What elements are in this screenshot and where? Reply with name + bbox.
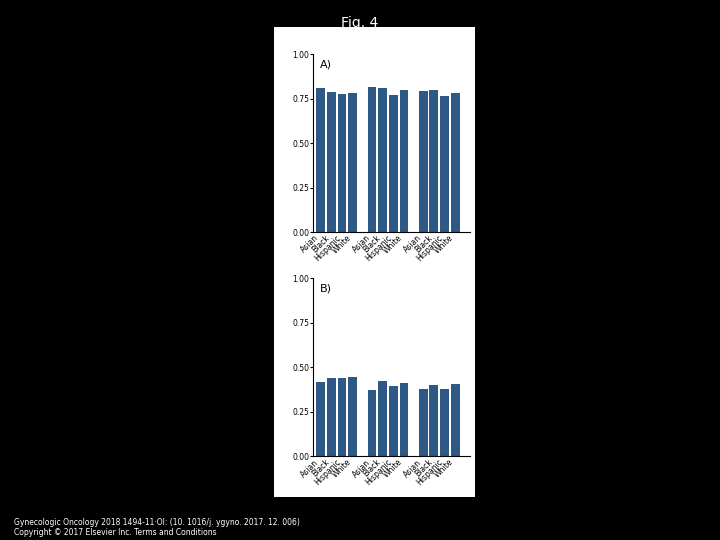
Bar [429,90,438,232]
Bar [327,378,336,456]
Bar [451,93,459,232]
Text: 2011-2014: 2011-2014 [417,286,462,295]
Text: 2004-2007: 2004-2007 [314,286,359,295]
Bar [389,386,397,456]
Bar [378,88,387,232]
Bar [367,390,377,456]
Text: Fig. 4: Fig. 4 [341,16,379,30]
Bar [389,94,397,232]
Text: Gynecologic Oncology 2018 1494-11·OI: (10. 1016/j. ygyno. 2017. 12. 006)
Copyrig: Gynecologic Oncology 2018 1494-11·OI: (1… [14,518,300,537]
Bar [338,94,346,232]
Bar [429,385,438,456]
Bar [419,91,428,232]
Bar [451,384,459,456]
Bar [316,382,325,456]
Bar [338,379,346,456]
Bar [378,381,387,456]
Bar [440,389,449,456]
Bar [400,383,408,456]
Text: 2004-2007: 2004-2007 [314,510,359,519]
Text: 2008-2010: 2008-2010 [365,510,410,519]
Bar [327,92,336,232]
Bar [348,377,357,456]
Text: A): A) [320,59,331,69]
Bar [348,93,357,232]
Bar [400,90,408,232]
Text: 2008-2010: 2008-2010 [365,286,410,295]
Bar [367,87,377,232]
Text: B): B) [320,284,331,293]
Bar [419,389,428,456]
Text: 2011-2014: 2011-2014 [417,510,462,519]
Bar [316,88,325,232]
Bar [440,97,449,232]
